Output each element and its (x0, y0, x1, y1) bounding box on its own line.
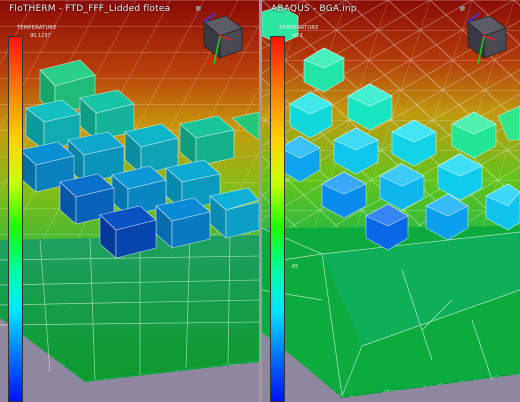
abaqus-model-render (262, 0, 520, 402)
panel-divider[interactable] (259, 0, 262, 402)
legend-tick: 65 (292, 264, 299, 270)
abaqus-viewport[interactable]: ABAQUS - BGA.inp TEMPERATURE 90.1 65 (262, 0, 520, 402)
flotherm-model-render (0, 0, 259, 402)
legend-label: TEMPERATURE (279, 25, 319, 31)
solder-balls (262, 5, 520, 251)
legend-max-value: 90.1237 (30, 33, 51, 39)
component-blocks (19, 59, 259, 259)
view-orientation-cube-icon[interactable] (196, 6, 246, 68)
abaqus-panel-title: ABAQUS - BGA.inp (271, 4, 357, 14)
legend-label: TEMPERATURE (17, 25, 57, 31)
flotherm-panel-title: FloTHERM - FTD_FFF_Lidded flotea (9, 4, 171, 14)
color-scale-bar-icon (270, 36, 285, 402)
view-orientation-cube-icon[interactable] (460, 6, 510, 68)
flotherm-viewport[interactable]: FloTHERM - FTD_FFF_Lidded flotea TEMPERA… (0, 0, 259, 402)
legend-max-value: 90.1 (292, 33, 304, 39)
color-scale-bar-icon (8, 36, 23, 402)
